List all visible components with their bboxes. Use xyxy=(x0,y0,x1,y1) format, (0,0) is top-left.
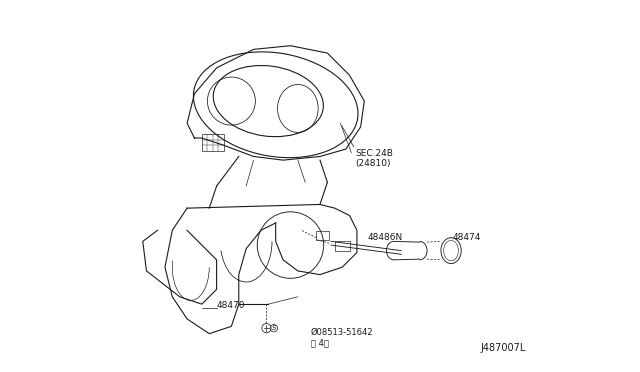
Text: Ø08513-51642
〈 4〉: Ø08513-51642 〈 4〉 xyxy=(311,328,373,347)
Text: 48470: 48470 xyxy=(216,301,245,311)
Text: SEC.24B
(24810): SEC.24B (24810) xyxy=(355,148,393,168)
Text: S: S xyxy=(271,325,276,331)
Text: J487007L: J487007L xyxy=(481,343,526,353)
Text: 48474: 48474 xyxy=(453,233,481,242)
Text: 48486N: 48486N xyxy=(368,233,403,242)
